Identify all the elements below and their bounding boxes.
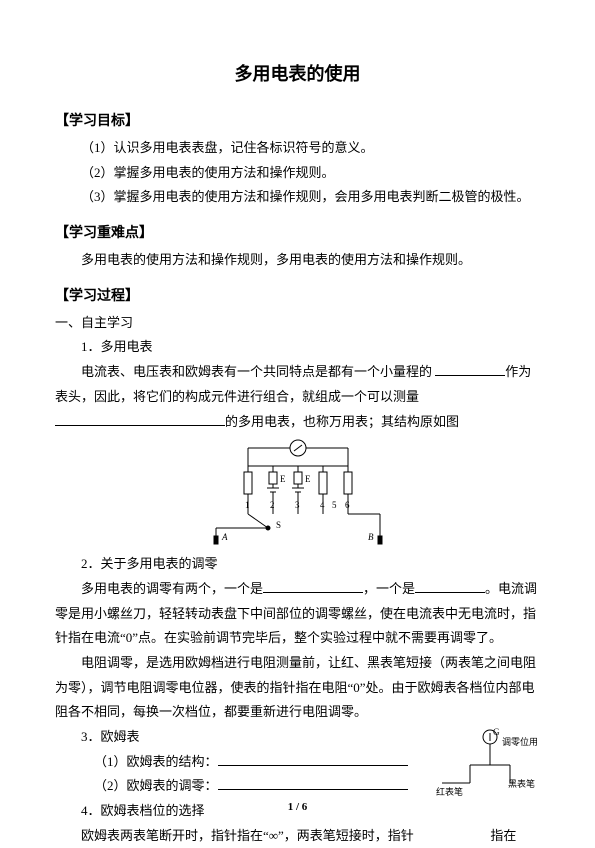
p3-1-text: （1）欧姆表的结构： — [94, 754, 218, 769]
blank-line — [263, 592, 363, 593]
svg-text:3: 3 — [295, 500, 300, 510]
blank-line — [415, 592, 485, 593]
p2-body: 多用电表的调零有两个，一个是，一个是。电流调零是用小螺丝刀，轻轻转动表盘下中间部… — [55, 577, 540, 651]
diagram-label-G: G — [493, 727, 500, 737]
objective-item: （1）认识多用电表表盘，记住各标识符号的意义。 — [55, 136, 540, 161]
svg-text:1: 1 — [245, 500, 250, 510]
svg-text:6: 6 — [345, 500, 350, 510]
p1-c: 的多用电表，也称万用表；其结构原如图 — [225, 414, 459, 429]
process-top: 一、自主学习 — [55, 311, 540, 336]
p2-label: 2．关于多用电表的调零 — [55, 552, 540, 577]
svg-text:2: 2 — [270, 500, 275, 510]
diagram-label-E: E — [305, 474, 311, 484]
svg-text:5: 5 — [332, 500, 337, 510]
p2-2: 电阻调零，是选用欧姆档进行电阻测量前，让红、黑表笔短接（两表笔之间电阻为零），调… — [55, 651, 540, 725]
p1-body: 电流表、电压表和欧姆表有一个共同特点是都有一个小量程的 作为表头，因此，将它们的… — [55, 360, 540, 434]
page: 多用电表的使用 【学习目标】 （1）认识多用电表表盘，记住各标识符号的意义。 （… — [0, 0, 595, 841]
objective-item: （3）掌握多用电表的使用方法和操作规则，会用多用电表判断二极管的极性。 — [55, 185, 540, 210]
objective-item: （2）掌握多用电表的使用方法和操作规则。 — [55, 161, 540, 186]
p1-a: 电流表、电压表和欧姆表有一个共同特点是都有一个小量程的 — [81, 364, 435, 379]
circuit-diagram: E E 1 2 3 4 5 6 S A B — [188, 436, 408, 546]
page-title: 多用电表的使用 — [55, 60, 540, 86]
blank-line — [218, 789, 408, 790]
blank-line — [218, 765, 408, 766]
diagram-label-S: S — [276, 520, 281, 530]
blank-line — [435, 375, 505, 376]
diagram-label-A: A — [221, 532, 228, 542]
svg-text:4: 4 — [320, 500, 325, 510]
page-footer: 1 / 6 — [0, 801, 595, 813]
p4-body: 欧姆表两表笔断开时，指针指在“∞”，两表笔短接时，指针 指在 — [55, 824, 540, 848]
keys-text: 多用电表的使用方法和操作规则，多用电表的使用方法和操作规则。 — [55, 248, 540, 273]
blank-line — [55, 425, 225, 426]
ohm-sketch: G 调零位用 红表笔 黑表笔 — [430, 725, 540, 805]
diagram-label-E: E — [280, 474, 286, 484]
p2-b: ，一个是 — [363, 581, 415, 596]
section-objectives-head: 【学习目标】 — [55, 110, 540, 130]
diagram-label-right: 黑表笔 — [508, 778, 535, 789]
p3-2-text: （2）欧姆表的调零： — [94, 778, 218, 793]
diagram-label-left: 红表笔 — [436, 786, 463, 797]
section-process-head: 【学习过程】 — [55, 285, 540, 305]
diagram-label-top: 调零位用 — [502, 736, 538, 747]
p1-label: 1．多用电表 — [55, 335, 540, 360]
section-keys-head: 【学习重难点】 — [55, 222, 540, 242]
diagram-label-B: B — [368, 532, 374, 542]
p2-a: 多用电表的调零有两个，一个是 — [81, 581, 263, 596]
